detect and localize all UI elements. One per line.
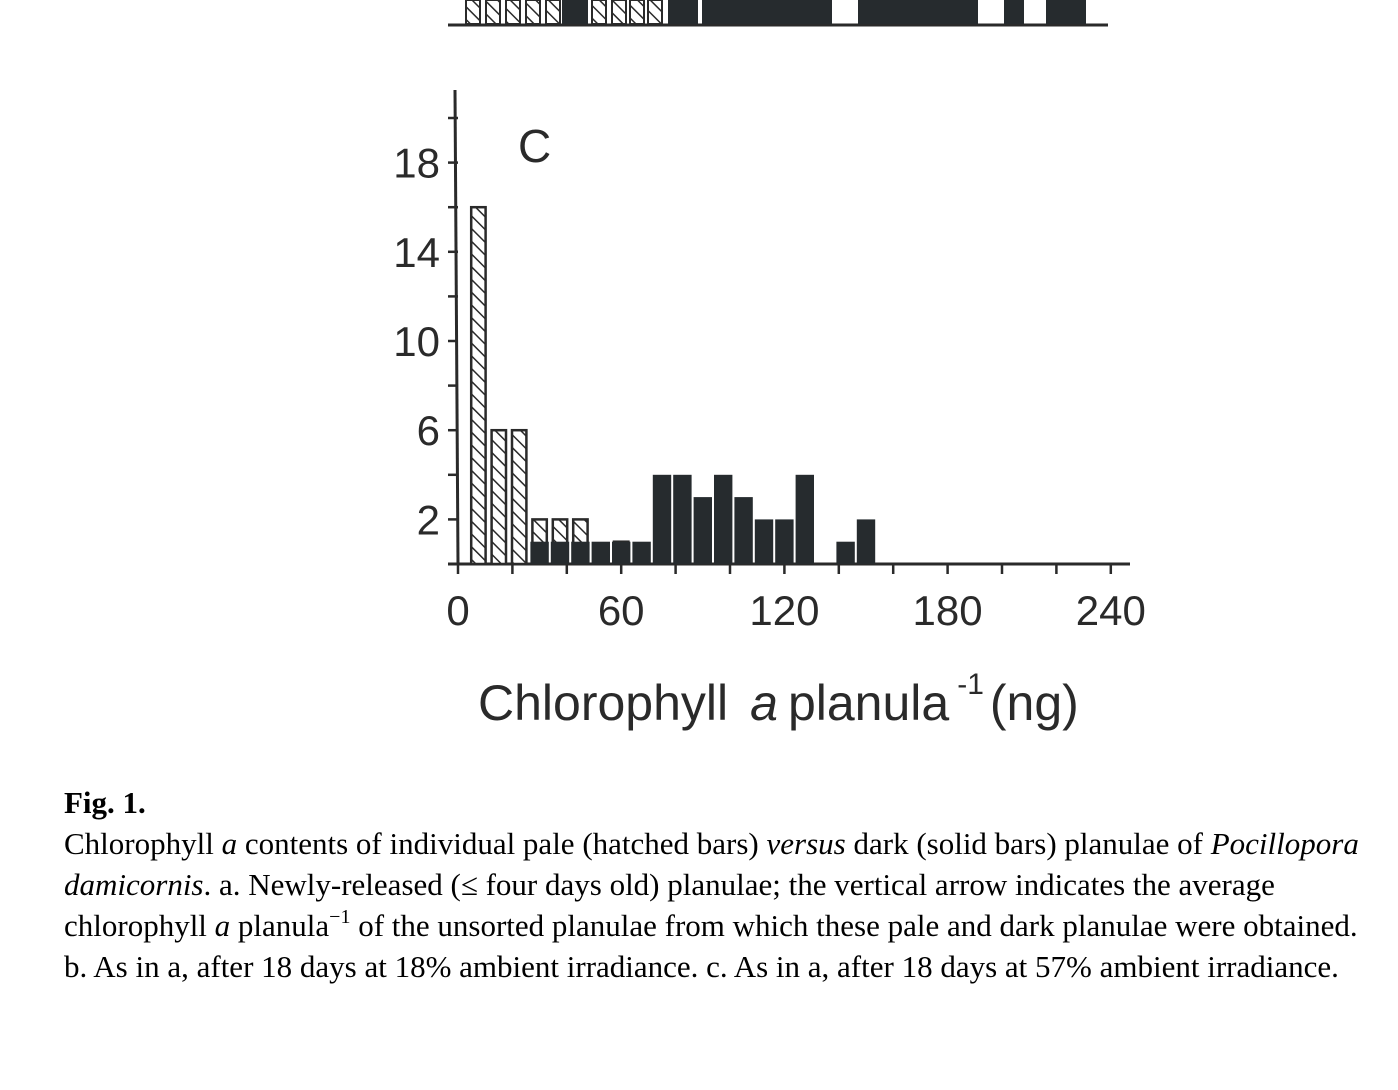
solid-bar (632, 541, 651, 564)
x-tick-label: 240 (1076, 587, 1146, 634)
y-tick-label: 18 (393, 140, 440, 187)
solid-bar (795, 474, 814, 564)
hatched-bars-pale-planulae (469, 205, 630, 566)
previous-panel-bar (647, 0, 663, 25)
caption-italic: a (221, 826, 238, 861)
caption-part: . a. Newly-released (≤ four days old) pl… (64, 867, 1275, 943)
previous-panel-bar (858, 0, 978, 24)
solid-bar (530, 541, 549, 564)
previous-panel-bar (562, 0, 588, 24)
x-tick-label: 60 (598, 587, 645, 634)
caption-part: Chlorophyll (64, 826, 222, 861)
x-axis-label-italic: a (750, 675, 778, 731)
y-tick-label: 6 (417, 407, 440, 454)
solid-bar (775, 519, 794, 564)
previous-panel-bar (525, 0, 541, 25)
y-axis-line (453, 89, 460, 565)
previous-panel-bar (545, 0, 561, 25)
solid-bars-dark-planulae (530, 474, 876, 564)
caption-superscript: −1 (329, 905, 351, 928)
solid-bar (571, 541, 590, 564)
solid-bar (550, 541, 570, 564)
x-tick-label: 120 (749, 587, 819, 634)
caption-part: dark (solid bars) planulae of (845, 826, 1211, 861)
x-axis-label-word: Chlorophyll (478, 675, 728, 731)
solid-bar (754, 519, 774, 564)
figure-panel-c: 2 6 10 14 18 0 60 120 180 240 C Chlorophyll a planu… (393, 0, 1146, 731)
y-tick-label: 14 (393, 229, 440, 276)
x-axis-label: Chlorophyll a planula -1 (ng) (478, 668, 1079, 731)
previous-panel-bar (591, 0, 607, 25)
previous-panel-bar (629, 0, 645, 25)
previous-panel-bar (611, 0, 627, 25)
previous-panel-bar (465, 0, 481, 25)
figure-caption: Fig. 1. Chlorophyll a contents of individ… (64, 782, 1364, 987)
previous-panel-bar (702, 0, 752, 24)
solid-bar (693, 497, 712, 564)
y-tick-label: 10 (393, 318, 440, 365)
caption-italic: versus (766, 826, 846, 861)
previous-panel-bar (505, 0, 521, 25)
hatched-bar (510, 428, 528, 566)
caption-figure-label: Fig. 1. (64, 785, 146, 820)
x-tick-label: 180 (913, 587, 983, 634)
previous-panel-bar (1004, 0, 1024, 24)
previous-panel-fragment (448, 0, 1108, 27)
caption-part: of the unsorted planulae from which thes… (64, 908, 1358, 984)
x-tick-label: 0 (446, 587, 469, 634)
solid-bar (856, 519, 876, 564)
hatched-bar (469, 205, 487, 566)
caption-species-name: Pocillopora damicornis (64, 826, 1359, 902)
caption-part: planula (230, 908, 330, 943)
x-axis-label-superscript: -1 (957, 668, 984, 701)
x-axis-label-rest: planula (788, 675, 949, 731)
solid-bar (734, 497, 753, 564)
solid-bar (652, 474, 672, 564)
y-tick-label: 2 (417, 496, 440, 543)
caption-italic: a (214, 908, 231, 943)
panel-label: C (518, 120, 551, 172)
solid-bar (714, 474, 733, 564)
solid-bar (612, 541, 631, 564)
previous-panel-bar (668, 0, 698, 24)
previous-panel-bar (485, 0, 501, 25)
caption-part: contents of individual pale (hatched bar… (237, 826, 767, 861)
solid-bar (673, 474, 692, 564)
x-axis-label-unit: (ng) (990, 675, 1079, 731)
solid-bar (836, 541, 855, 564)
previous-panel-bar (752, 0, 832, 24)
solid-bar (591, 541, 610, 564)
hatched-bar (490, 428, 508, 566)
caption-text: Chlorophyll a contents of individual pal… (64, 826, 1359, 984)
previous-panel-bar (1046, 0, 1086, 24)
